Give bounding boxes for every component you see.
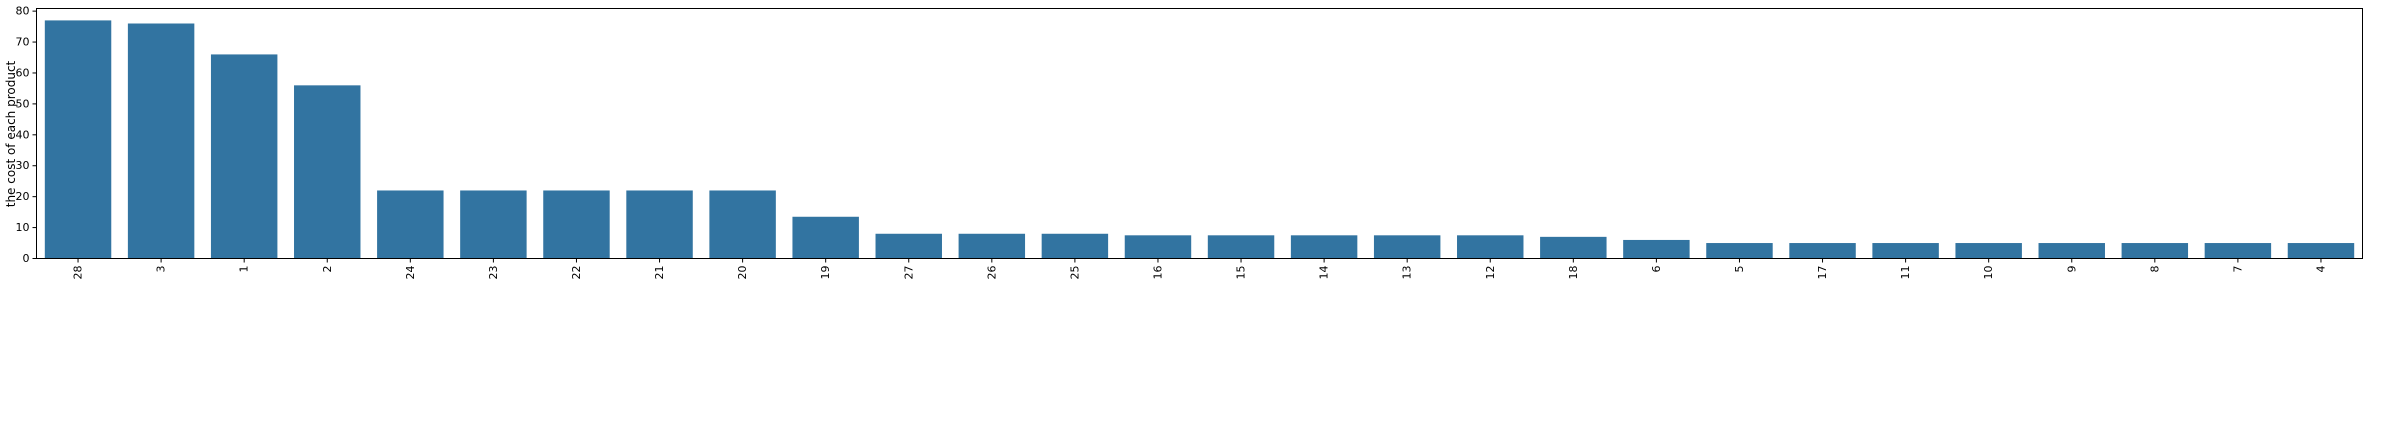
bar-9 xyxy=(2038,243,2105,259)
x-tick-label: 12 xyxy=(1484,266,1497,280)
x-tick-label: 21 xyxy=(653,266,666,280)
y-tick-label: 20 xyxy=(16,190,30,203)
bar-20 xyxy=(709,190,776,259)
x-tick-label: 16 xyxy=(1151,266,1164,280)
y-tick-label: 60 xyxy=(16,66,30,79)
x-tick-label: 3 xyxy=(155,266,168,273)
x-tick-label: 4 xyxy=(2314,266,2327,273)
y-tick-label: 10 xyxy=(16,221,30,234)
x-tick-label: 22 xyxy=(570,266,583,280)
bar-23 xyxy=(460,190,527,259)
bar-1 xyxy=(210,54,278,259)
bar-11 xyxy=(1872,243,1939,259)
bar-5 xyxy=(1706,243,1773,259)
bar-18 xyxy=(1540,236,1607,259)
bar-13 xyxy=(1373,235,1441,259)
x-tick-label: 23 xyxy=(487,266,500,280)
y-tick-label: 40 xyxy=(16,128,30,141)
bar-24 xyxy=(377,190,444,259)
x-tick-label: 13 xyxy=(1401,266,1414,280)
bar-21 xyxy=(626,190,693,259)
x-tick-label: 11 xyxy=(1899,266,1912,280)
bar-6 xyxy=(1623,239,1690,259)
x-tick-label: 19 xyxy=(819,266,832,280)
bar-26 xyxy=(958,233,1026,259)
x-tick-label: 17 xyxy=(1816,266,1829,280)
bars-group xyxy=(44,20,2355,259)
bar-28 xyxy=(44,20,112,259)
x-tick-label: 25 xyxy=(1068,266,1081,280)
x-tick-label: 14 xyxy=(1318,266,1331,280)
x-tick-label: 18 xyxy=(1567,266,1580,280)
bar-15 xyxy=(1207,235,1275,259)
x-tick-label: 24 xyxy=(404,266,417,280)
x-tick-label: 9 xyxy=(2065,266,2078,273)
bar-16 xyxy=(1124,235,1192,259)
bar-14 xyxy=(1290,235,1358,259)
y-tick-label: 30 xyxy=(16,159,30,172)
x-tick-label: 28 xyxy=(72,266,85,280)
x-tick-label: 10 xyxy=(1982,266,1995,280)
x-tick-label: 1 xyxy=(238,266,251,273)
y-tick-label: 70 xyxy=(16,36,30,49)
x-tick-label: 6 xyxy=(1650,266,1663,273)
bar-4 xyxy=(2287,243,2355,259)
x-tick-label: 2 xyxy=(321,266,334,273)
plot-frame xyxy=(36,8,2363,259)
bar-27 xyxy=(875,233,942,259)
x-tick-label: 8 xyxy=(2148,266,2161,273)
x-tick-label: 15 xyxy=(1235,266,1248,280)
bar-17 xyxy=(1789,243,1856,259)
x-tick-label: 5 xyxy=(1733,266,1746,273)
y-axis-label: the cost of each product xyxy=(4,60,18,207)
x-tick-label: 20 xyxy=(736,266,749,280)
x-tick-label: 27 xyxy=(902,266,915,280)
bar-2 xyxy=(294,85,361,259)
bar-12 xyxy=(1457,235,1524,259)
x-axis-ticks: 28 3 1 2 24 23 22 21 20 19 27 26 25 16 15 14 13 12 18 6 5 17 1… xyxy=(72,258,2327,280)
bar-10 xyxy=(1955,243,2022,259)
x-tick-label: 7 xyxy=(2231,266,2244,273)
y-tick-label: 80 xyxy=(16,5,30,18)
x-tick-label: 26 xyxy=(985,266,998,280)
y-tick-label: 0 xyxy=(23,252,30,265)
bar-25 xyxy=(1041,233,1109,259)
bar-8 xyxy=(2121,243,2189,259)
bar-22 xyxy=(543,190,610,259)
bar-3 xyxy=(127,23,195,259)
y-axis-ticks: 0 10 20 30 40 50 60 70 80 xyxy=(16,5,37,265)
bar-7 xyxy=(2204,243,2272,259)
y-tick-label: 50 xyxy=(16,97,30,110)
bar-19 xyxy=(792,216,859,259)
